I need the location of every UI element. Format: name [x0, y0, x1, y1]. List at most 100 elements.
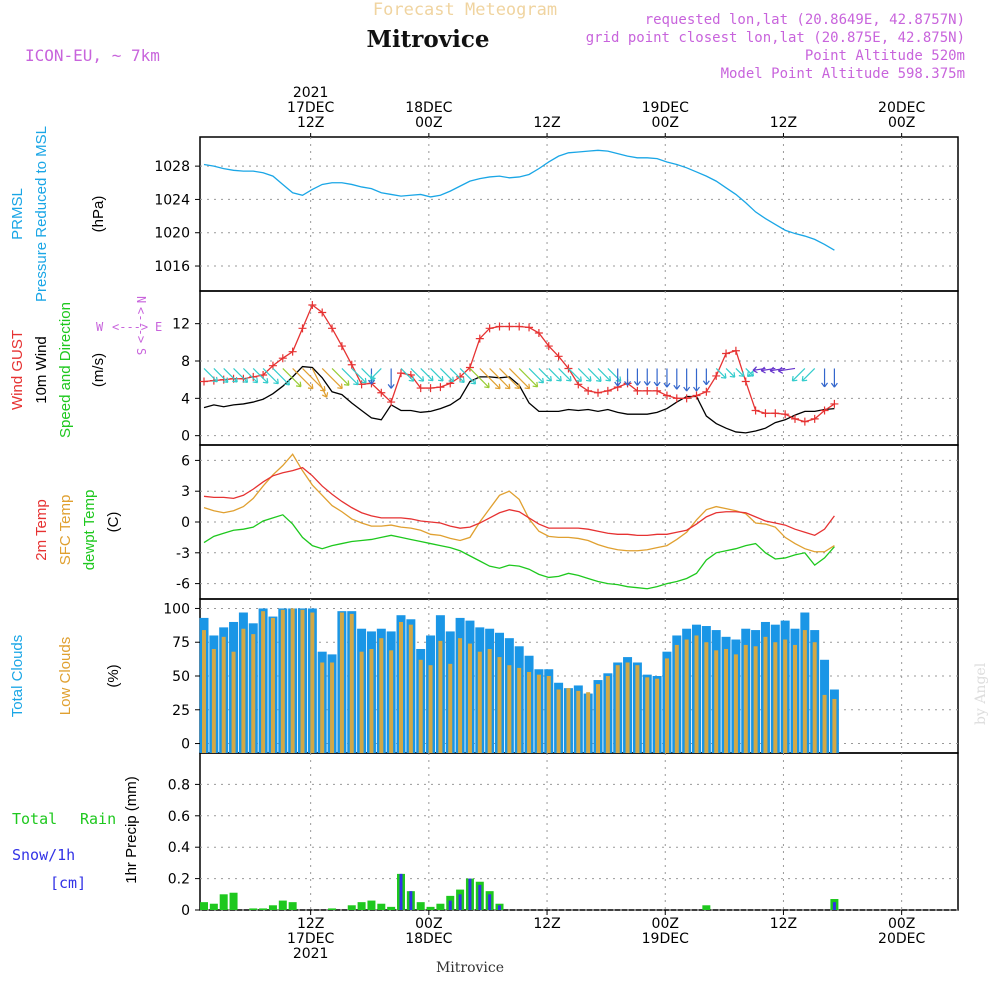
temp-dew-label: dewpt Temp: [81, 490, 98, 571]
wind-barb-head: [576, 376, 582, 382]
low-clouds-bar: [802, 630, 807, 753]
low-clouds-bar: [615, 665, 620, 753]
wind-barb-head: [262, 378, 269, 384]
wind-barb-head: [242, 377, 249, 383]
low-clouds-bar: [645, 677, 650, 753]
low-clouds-bar: [655, 678, 660, 753]
wind-barb-head: [821, 382, 829, 388]
low-clouds-bar: [546, 676, 551, 753]
wind-barb-head: [307, 383, 314, 390]
low-clouds-bar: [339, 612, 344, 753]
wind-barb-head: [556, 375, 562, 382]
low-clouds-bar: [674, 644, 679, 753]
wind-gust-marker: [830, 399, 839, 408]
low-clouds-bar: [280, 609, 285, 753]
low-clouds-bar: [684, 639, 689, 753]
precip-snow-label: Snow/1h: [12, 846, 75, 864]
wind-barb-head: [720, 373, 727, 379]
low-clouds-bar: [211, 648, 216, 753]
wind-barb: [233, 368, 248, 383]
snow-bar: [458, 894, 462, 910]
wind-gust-marker: [741, 377, 750, 386]
wind-barb-head: [546, 375, 552, 382]
wind-barb-head: [663, 382, 671, 388]
wind-barb-head: [337, 383, 343, 390]
temp-sfc-label: SFC Temp: [57, 495, 74, 566]
precip-snow-unit: [cm]: [50, 874, 86, 892]
wind-gust-marker: [603, 386, 612, 395]
wind-barb-head: [801, 375, 808, 382]
low-clouds-bar: [261, 611, 266, 753]
y-tick-label: 1024: [154, 192, 190, 208]
wind-gust-marker: [761, 409, 770, 418]
location-title: Mitrovice: [366, 26, 489, 53]
y-tick-label: -3: [176, 546, 190, 562]
y-tick-label: 1028: [154, 159, 190, 175]
low-clouds-bar: [566, 688, 571, 753]
wind-barb-head: [284, 379, 290, 386]
wind-barb-head: [353, 379, 359, 386]
wind-barb: [410, 368, 424, 382]
time-tick-label-bottom: 19DEC: [642, 931, 689, 947]
wind-barb-head: [504, 383, 511, 390]
low-clouds-bar: [428, 665, 433, 753]
wind-barb-head: [633, 381, 641, 386]
wind-barb-head: [752, 366, 758, 374]
dewpoint-line: [203, 514, 835, 590]
time-tick-label-top: 20DEC: [878, 100, 925, 116]
wind-barb: [518, 368, 538, 388]
y-tick-label: 0: [181, 429, 190, 445]
time-tick-label-top: 00Z: [415, 115, 442, 131]
wind-barb: [400, 368, 415, 382]
precip-rain-label: Rain: [80, 810, 116, 828]
wind-gust-marker: [781, 410, 790, 419]
low-clouds-bar: [241, 628, 246, 753]
low-clouds-bar: [527, 671, 532, 753]
wind-barb-head: [738, 371, 745, 377]
low-clouds-bar: [556, 689, 561, 753]
time-tick-label-bottom: 18DEC: [405, 931, 452, 947]
low-clouds-bar: [310, 612, 315, 753]
wind-barb-head: [746, 371, 753, 378]
low-clouds-bar: [330, 662, 335, 753]
pressure-panel-frame: [199, 136, 959, 292]
rain-bar: [436, 903, 445, 910]
low-clouds-bar: [438, 640, 443, 753]
wind-gust-marker: [436, 383, 445, 392]
low-clouds-bar: [467, 643, 472, 753]
pressure-unit: (hPa): [90, 196, 107, 233]
wind-barb-head: [524, 383, 531, 390]
temp-2m-line: [203, 466, 835, 537]
wind-barb: [331, 368, 350, 386]
wind-barb: [791, 368, 806, 382]
wind-gust-marker: [328, 324, 337, 333]
wind-barb: [242, 368, 258, 384]
wind-barb-head: [769, 366, 775, 374]
low-clouds-bar: [733, 654, 738, 753]
wind-barb: [489, 368, 511, 390]
wind-gust-label: Wind GUST: [9, 330, 26, 410]
compass-e: E: [155, 320, 162, 334]
wind-gust-marker: [397, 369, 405, 378]
wind-barb-head: [495, 383, 501, 390]
y-tick-label: 0: [181, 515, 190, 531]
low-clouds-bar: [793, 644, 797, 753]
wind-barb-head: [361, 377, 367, 384]
precip-panel-frame: [199, 752, 959, 911]
low-clouds-bar: [517, 667, 522, 753]
y-tick-label: 6: [181, 453, 190, 469]
wind-barb-head: [387, 384, 395, 389]
y-tick-label: 50: [172, 669, 190, 685]
low-clouds-bar: [625, 662, 630, 753]
wind-gust-marker: [692, 391, 701, 400]
sfc-temp-line: [203, 453, 835, 553]
pressure-label-desc: Pressure Reduced to MSL: [33, 126, 50, 302]
clouds-unit: (%): [105, 664, 122, 687]
wind-gust-marker: [525, 323, 534, 332]
wind-barb: [252, 368, 269, 384]
wind-gust-marker: [534, 329, 543, 337]
wind-gust-marker: [416, 384, 425, 393]
wind-barb-head: [777, 366, 784, 374]
time-tick-label-bottom: 2021: [293, 946, 329, 962]
